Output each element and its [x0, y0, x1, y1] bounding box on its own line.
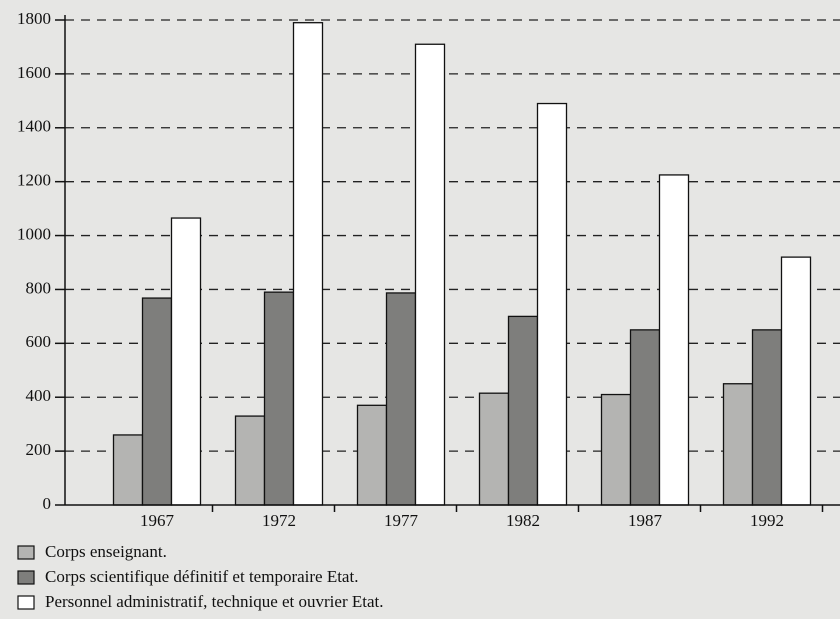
x-tick-label: 1967: [140, 511, 175, 530]
y-tick-label: 1000: [17, 224, 51, 243]
y-tick-label: 0: [43, 494, 52, 513]
bar: [263, 291, 295, 506]
legend-swatch: [17, 595, 35, 610]
y-tick-label: 1400: [17, 117, 51, 136]
legend-label: Corps scientifique définitif et temporai…: [45, 567, 358, 586]
y-tick-label: 1800: [17, 9, 51, 28]
bar: [356, 404, 388, 506]
bar: [385, 292, 417, 506]
y-tick-label: 400: [26, 386, 52, 405]
legend-swatch: [17, 545, 35, 560]
bar: [536, 102, 568, 506]
x-tick-label: 1977: [384, 511, 419, 530]
x-tick-label: 1982: [506, 511, 540, 530]
x-tick-label: 1972: [262, 511, 296, 530]
x-tick-label: 1992: [750, 511, 784, 530]
x-tick-label: 1987: [628, 511, 663, 530]
y-tick-label: 800: [26, 278, 52, 297]
bar: [478, 392, 510, 506]
y-tick-label: 200: [26, 440, 52, 459]
bar: [780, 256, 812, 506]
y-tick-label: 600: [26, 332, 52, 351]
bar: [722, 383, 754, 506]
bar: [170, 217, 202, 506]
legend-label: Corps enseignant.: [45, 542, 167, 561]
legend-label: Personnel administratif, technique et ou…: [45, 592, 383, 611]
bar: [658, 174, 690, 506]
bar: [600, 393, 632, 506]
bar: [234, 415, 266, 506]
bar: [292, 22, 324, 506]
bar: [751, 329, 783, 506]
bar: [141, 297, 173, 506]
y-tick-label: 1200: [17, 171, 51, 190]
bar: [414, 43, 446, 506]
y-tick-label: 1600: [17, 63, 51, 82]
bar: [112, 434, 144, 506]
legend-swatch: [17, 570, 35, 585]
bar: [507, 315, 539, 506]
bar: [629, 329, 661, 506]
